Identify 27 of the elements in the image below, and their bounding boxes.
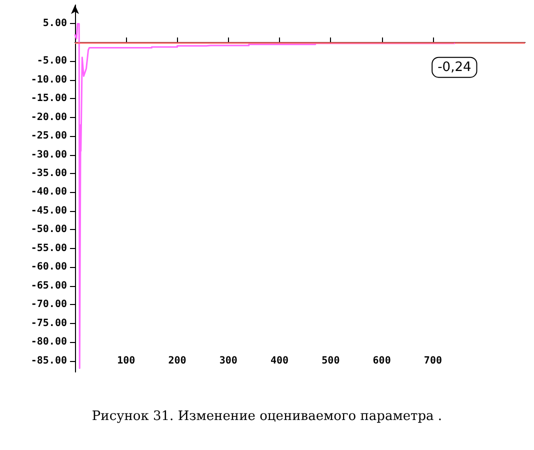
y-tick-label: -5.00 bbox=[36, 56, 67, 67]
y-tick-label: -70.00 bbox=[30, 299, 67, 310]
x-tick-label: 400 bbox=[270, 356, 289, 366]
y-tick-label: -35.00 bbox=[30, 168, 67, 180]
x-tick-label: 700 bbox=[424, 356, 442, 366]
y-tick-label: -20.00 bbox=[30, 112, 67, 123]
y-tick-label: -60.00 bbox=[30, 262, 67, 273]
y-tick-label: -10.00 bbox=[30, 74, 67, 86]
y-tick-label: -30.00 bbox=[30, 149, 67, 160]
y-tick-label: -80.00 bbox=[30, 336, 67, 348]
y-tick-label: -65.00 bbox=[30, 280, 67, 292]
y-tick-label: 5.00 bbox=[42, 18, 67, 30]
x-tick-label: 100 bbox=[117, 356, 136, 366]
y-tick-label: -45.00 bbox=[30, 205, 67, 216]
y-tick-label: -40.00 bbox=[30, 186, 67, 198]
y-tick-label: -50.00 bbox=[30, 224, 67, 236]
x-tick-label: 600 bbox=[372, 356, 391, 366]
text: Рисунок 31. Изменение оцениваемого параметра . bbox=[92, 409, 442, 424]
y-tick-label: -85.00 bbox=[30, 355, 67, 366]
x-tick-label: 500 bbox=[322, 356, 340, 366]
y-tick-label: -55.00 bbox=[30, 242, 67, 254]
x-tick-label: 300 bbox=[219, 356, 238, 366]
annotation: -0,24 bbox=[438, 60, 472, 75]
y-tick-label: -75.00 bbox=[30, 318, 67, 329]
x-tick-label: 200 bbox=[168, 356, 186, 366]
y-tick-label: -25.00 bbox=[30, 130, 67, 142]
y-tick-label: -15.00 bbox=[30, 93, 67, 104]
